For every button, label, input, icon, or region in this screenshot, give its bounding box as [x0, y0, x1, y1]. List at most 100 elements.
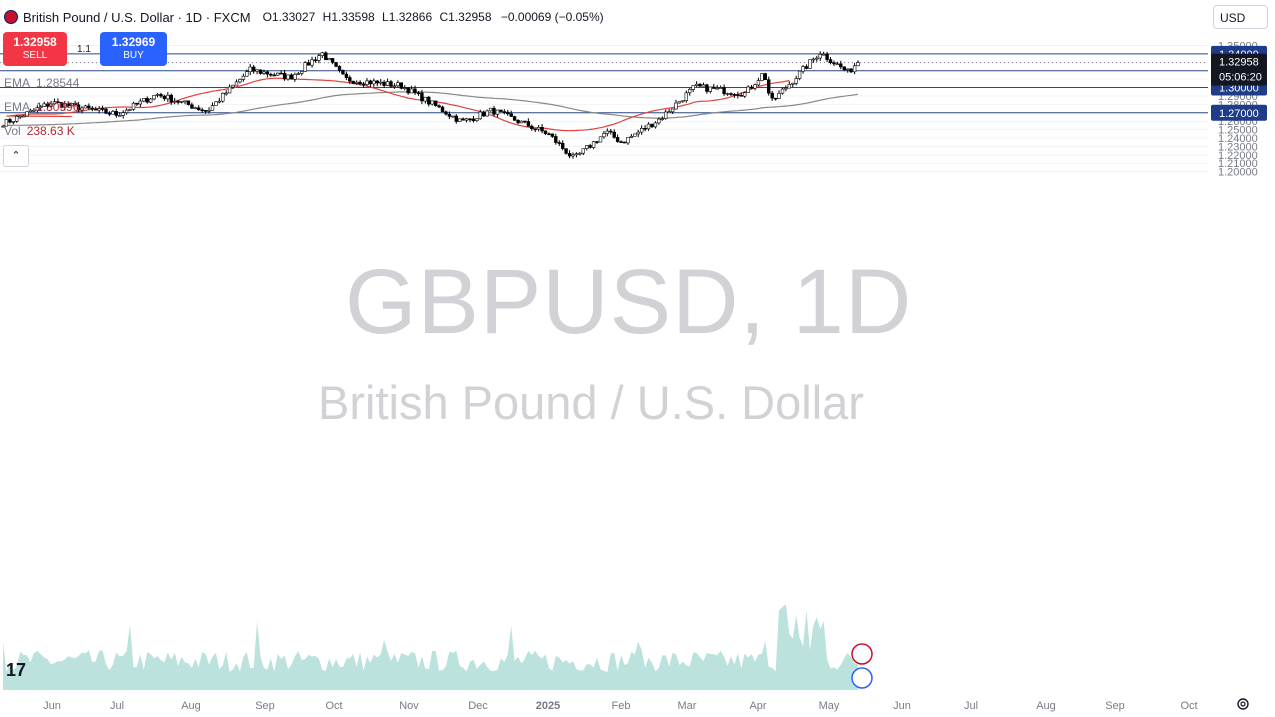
candle-body — [42, 103, 46, 107]
candle-body — [303, 62, 307, 72]
candle-body — [18, 115, 22, 118]
candle-body — [200, 109, 204, 112]
candle-body — [519, 120, 524, 124]
collapse-indicators-button[interactable]: ⌃ — [3, 145, 29, 167]
candle-body — [804, 66, 809, 69]
currency-select[interactable]: USD — [1213, 5, 1268, 29]
candle-body — [554, 136, 558, 143]
candle-body — [80, 107, 84, 111]
indicator-volume[interactable]: Vol 238.63 K — [4, 124, 75, 138]
candle-body — [56, 101, 60, 103]
candle-body — [159, 94, 163, 97]
indicator-value: 1.28544 — [36, 76, 80, 90]
candle-body — [708, 86, 713, 92]
candle-body — [372, 80, 376, 85]
candle-body — [598, 136, 603, 143]
candle-body — [705, 84, 709, 92]
candle-body — [845, 68, 850, 71]
candle-body — [35, 107, 40, 111]
candle-body — [354, 81, 359, 84]
candle-body — [8, 119, 12, 123]
candle-body — [457, 118, 462, 122]
candle-body — [653, 122, 658, 128]
candle-body — [420, 92, 424, 102]
candle-body — [543, 130, 548, 134]
candle-body — [11, 121, 15, 123]
settings-gear-icon[interactable] — [1236, 697, 1250, 711]
candle-body — [657, 118, 661, 124]
candle-body — [701, 84, 706, 87]
level-price-tag-label: 1.27000 — [1219, 108, 1259, 120]
candle-body — [557, 142, 562, 144]
candle-body — [715, 87, 719, 90]
candle-body — [437, 105, 441, 108]
candle-body — [578, 152, 582, 155]
candle-body — [138, 100, 142, 105]
time-axis-label: Jun — [43, 700, 61, 712]
candle-body — [231, 84, 235, 88]
candle-body — [612, 131, 616, 138]
candle-body — [193, 107, 197, 110]
symbol-title[interactable]: British Pound / U.S. Dollar · 1D · FXCM — [23, 9, 251, 25]
candle-body — [142, 98, 146, 102]
change-value: −0.00069 (−0.05%) — [500, 10, 604, 24]
candle-body — [605, 130, 610, 134]
buy-label: BUY — [123, 50, 144, 61]
candle-body — [427, 96, 431, 105]
candle-body — [279, 72, 283, 75]
indicator-name: EMA — [4, 76, 31, 90]
candle-body — [423, 96, 427, 102]
time-axis-label: Sep — [255, 700, 275, 712]
candle-body — [197, 107, 201, 111]
candle-body — [629, 136, 634, 138]
candle-body — [619, 141, 623, 143]
candle-body — [832, 62, 836, 65]
candle-body — [780, 88, 785, 94]
sell-button[interactable]: 1.32958 SELL — [3, 32, 67, 66]
candle-body — [306, 62, 311, 66]
buy-button[interactable]: 1.32969 BUY — [100, 32, 167, 66]
candle-body — [365, 80, 369, 85]
indicator-ema-50[interactable]: EMA 1.30996 — [4, 100, 79, 114]
last-price-tag-label: 1.32958 — [1219, 57, 1259, 69]
candle-body — [835, 63, 840, 66]
candle-body — [25, 111, 29, 117]
candle-body — [499, 109, 503, 112]
candle-body — [382, 81, 386, 86]
time-axis-label: Nov — [399, 700, 419, 712]
candle-body — [602, 133, 606, 138]
indicator-ema-200[interactable]: EMA 1.28544 — [4, 76, 79, 90]
candle-body — [485, 110, 489, 117]
candle-body — [21, 115, 26, 118]
candle-body — [361, 83, 366, 86]
symbol-header: British Pound / U.S. Dollar · 1D · FXCM … — [4, 8, 604, 26]
candle-body — [650, 123, 654, 128]
candle-body — [217, 100, 221, 103]
candle-body — [615, 137, 620, 142]
candle-body — [406, 87, 410, 94]
candle-body — [255, 69, 259, 72]
candle-body — [526, 121, 531, 127]
candle-body — [574, 153, 579, 156]
candle-body — [70, 103, 74, 107]
candle-body — [310, 59, 314, 66]
candle-body — [176, 100, 180, 103]
indicator-value: 1.30996 — [36, 100, 80, 114]
candle-body — [392, 85, 397, 88]
candle-body — [52, 101, 57, 105]
candle-body — [409, 88, 414, 94]
candle-body — [124, 109, 129, 113]
candle-body — [825, 53, 829, 60]
candle-body — [712, 86, 716, 89]
candle-body — [145, 98, 149, 103]
time-axis-label: Aug — [181, 700, 201, 712]
time-axis-label: Jul — [110, 700, 124, 712]
candle-body — [286, 74, 290, 80]
candle-body — [567, 153, 572, 157]
candle-body — [100, 108, 105, 110]
candle-body — [461, 118, 465, 121]
close-key: C — [439, 10, 449, 24]
candle-body — [135, 102, 139, 105]
candle-body — [186, 100, 191, 106]
